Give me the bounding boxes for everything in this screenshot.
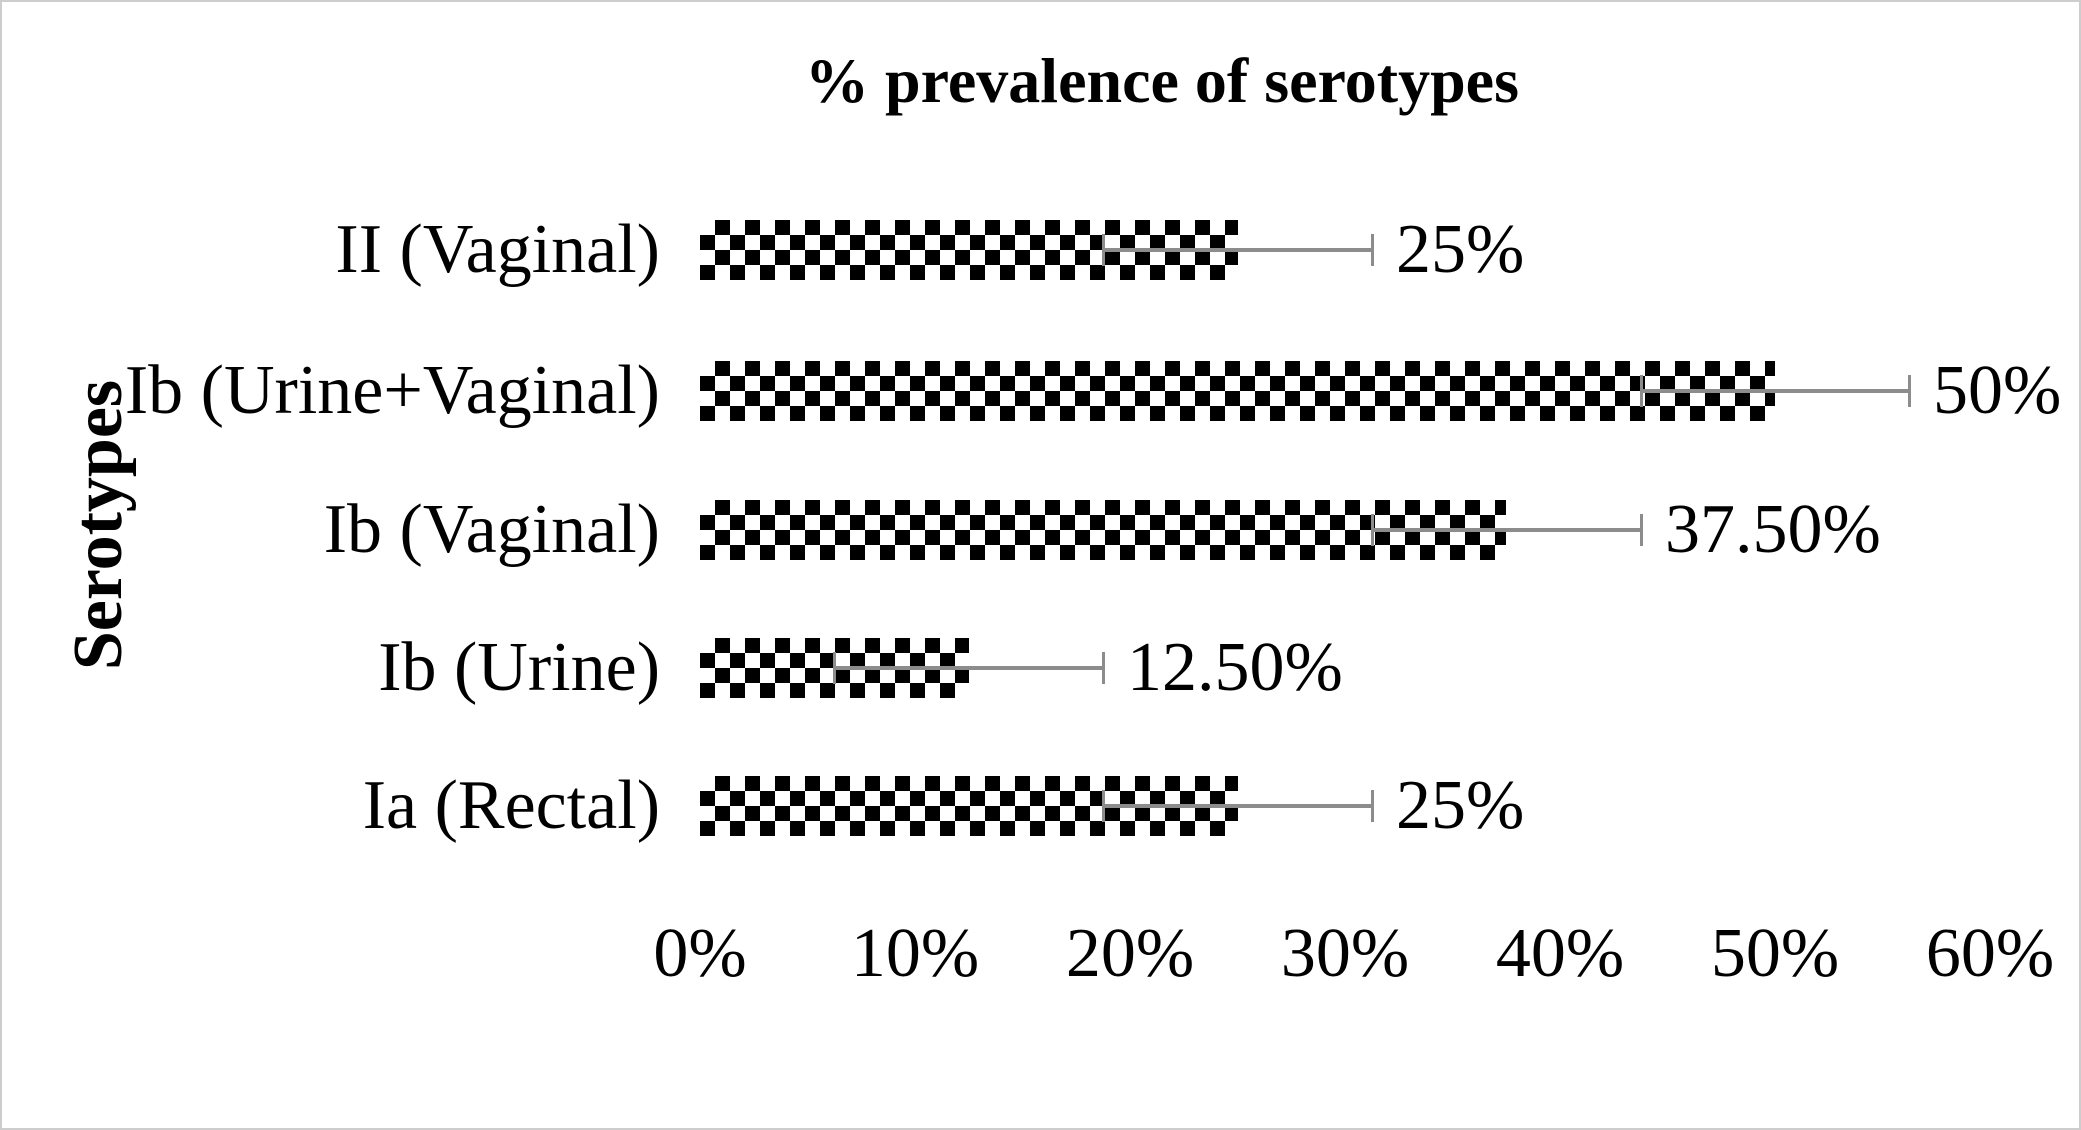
category-label: Ib (Urine) [378,629,660,706]
error-bar-cap-right [1102,652,1105,684]
x-tick-label: 40% [1495,915,1625,992]
x-tick-label: 60% [1925,915,2055,992]
x-tick-label: 10% [850,915,980,992]
error-bar-cap-right [1640,514,1643,546]
x-tick-label: 50% [1710,915,1840,992]
error-bar-line [1103,804,1372,808]
error-bar-cap-right [1371,790,1374,822]
error-bar-cap-left [833,652,836,684]
value-label: 12.50% [1127,629,1343,706]
error-bar-line [1372,528,1641,532]
value-label: 50% [1933,352,2062,429]
error-bar-cap-left [1371,514,1374,546]
category-label: II (Vaginal) [335,211,660,288]
chart-title: % prevalence of serotypes [805,45,1519,116]
category-label: Ib (Urine+Vaginal) [124,352,660,429]
error-bar-line [1103,248,1372,252]
value-label: 37.50% [1665,491,1881,568]
error-bar-cap-left [1102,790,1105,822]
bar [700,500,1506,560]
error-bar-line [834,666,1103,670]
error-bar-cap-right [1371,234,1374,266]
x-tick-label: 20% [1065,915,1195,992]
category-label: Ib (Vaginal) [323,491,660,568]
category-label: Ia (Rectal) [362,767,660,844]
value-label: 25% [1396,211,1525,288]
error-bar-cap-left [1640,375,1643,407]
error-bar-cap-right [1908,375,1911,407]
bar [700,361,1775,421]
value-label: 25% [1396,767,1525,844]
error-bar-cap-left [1102,234,1105,266]
x-tick-label: 30% [1280,915,1410,992]
error-bar-line [1641,389,1909,393]
x-tick-label: 0% [653,915,747,992]
